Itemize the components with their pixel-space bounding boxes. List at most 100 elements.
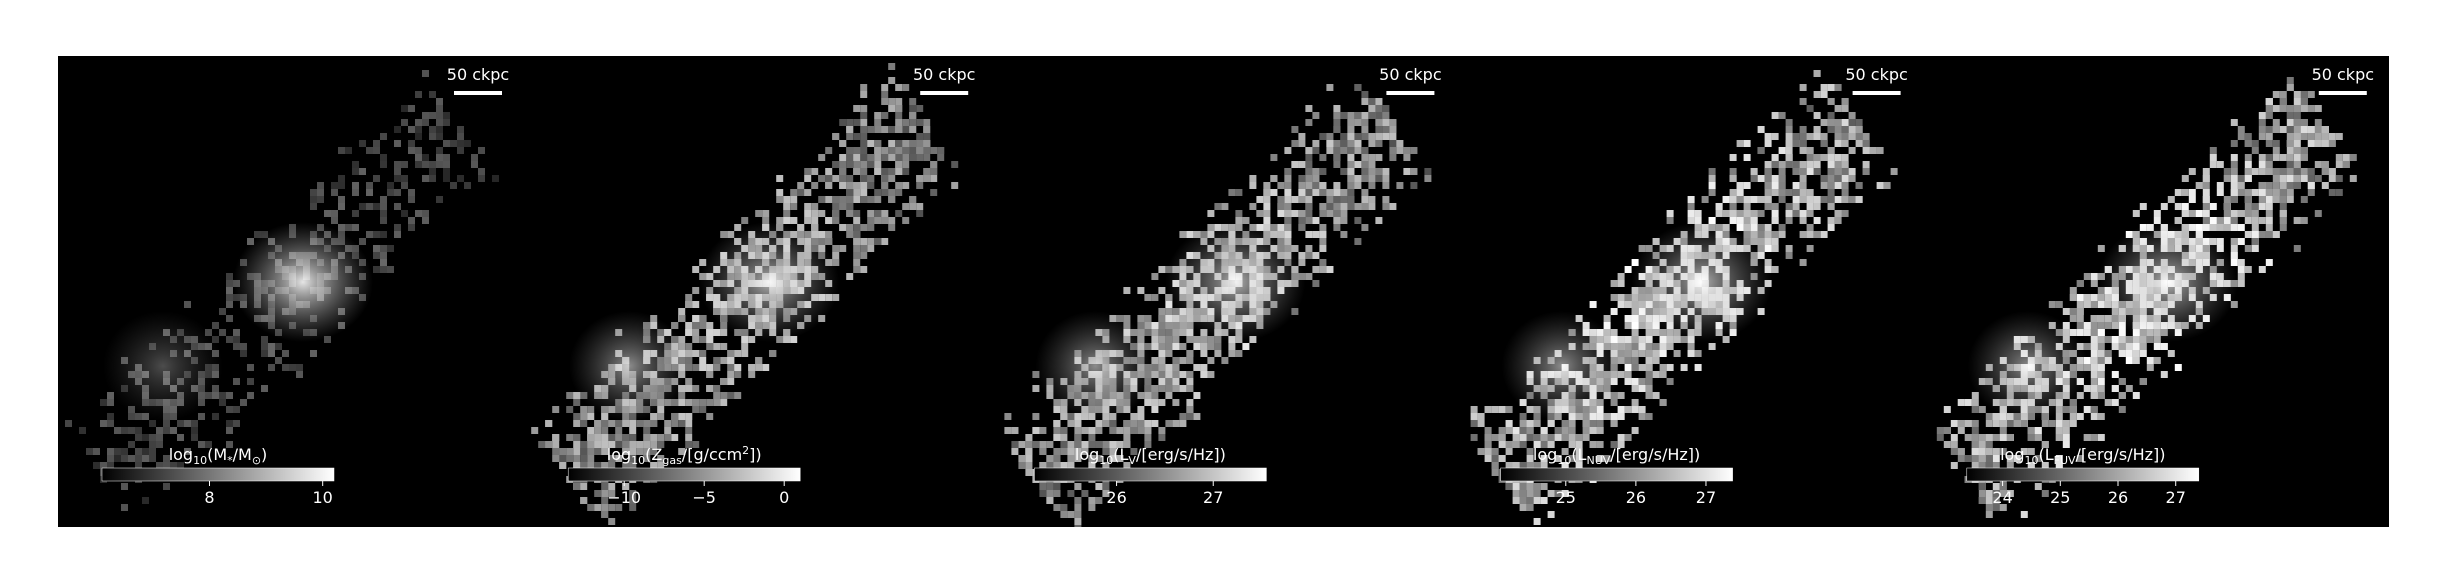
pixel (2049, 420, 2056, 427)
pixel (1730, 196, 1737, 203)
pixel (2063, 434, 2070, 441)
pixel (2147, 364, 2154, 371)
pixel (1158, 287, 1165, 294)
pixel (860, 161, 867, 168)
pixel (1842, 133, 1849, 140)
pixel (1193, 336, 1200, 343)
pixel (1158, 336, 1165, 343)
pixel (916, 203, 923, 210)
pixel (2133, 392, 2140, 399)
pixel (142, 455, 149, 462)
pixel (1653, 329, 1660, 336)
pixel (1025, 448, 1032, 455)
pixel (1786, 126, 1793, 133)
pixel (860, 266, 867, 273)
pixel (2238, 189, 2245, 196)
pixel (1186, 350, 1193, 357)
pixel (1172, 371, 1179, 378)
pixel (1807, 154, 1814, 161)
pixel (650, 420, 657, 427)
pixel (846, 224, 853, 231)
pixel (471, 161, 478, 168)
pixel (2098, 245, 2105, 252)
colorbar-tick-label: 25 (1556, 488, 1576, 507)
pixel (177, 434, 184, 441)
pixel (394, 168, 401, 175)
pixel (1382, 196, 1389, 203)
pixel (2056, 301, 2063, 308)
pixel (1555, 427, 1562, 434)
pixel (1123, 434, 1130, 441)
pixel (867, 161, 874, 168)
pixel (804, 203, 811, 210)
pixel (2308, 140, 2315, 147)
label-part: (M (207, 445, 227, 464)
pixel (1541, 497, 1548, 504)
pixel (825, 175, 832, 182)
pixel (811, 168, 818, 175)
pixel (310, 189, 317, 196)
pixel (1786, 154, 1793, 161)
pixel (1214, 343, 1221, 350)
pixel (685, 301, 692, 308)
pixel (1944, 406, 1951, 413)
pixel (580, 413, 587, 420)
pixel (1993, 448, 2000, 455)
pixel (1326, 84, 1333, 91)
pixel (2112, 336, 2119, 343)
pixel (692, 287, 699, 294)
pixel (2238, 182, 2245, 189)
pixel (1158, 343, 1165, 350)
pixel (2091, 301, 2098, 308)
pixel (1333, 210, 1340, 217)
pixel (2287, 196, 2294, 203)
pixel (685, 322, 692, 329)
pixel (1347, 196, 1354, 203)
pixel (429, 112, 436, 119)
pixel (1382, 182, 1389, 189)
pixel (2154, 357, 2161, 364)
pixel (1625, 350, 1632, 357)
pixel (1186, 406, 1193, 413)
pixel (2329, 175, 2336, 182)
pixel (713, 399, 720, 406)
pixel (1298, 133, 1305, 140)
pixel (2252, 245, 2259, 252)
pixel (566, 448, 573, 455)
pixel (923, 168, 930, 175)
pixel (1053, 420, 1060, 427)
pixel (1695, 350, 1702, 357)
pixel (2308, 175, 2315, 182)
pixel (1807, 203, 1814, 210)
pixel (1067, 441, 1074, 448)
pixel (608, 420, 615, 427)
pixel (1632, 315, 1639, 322)
pixel (895, 168, 902, 175)
pixel (2266, 203, 2273, 210)
pixel (2322, 133, 2329, 140)
pixel (888, 196, 895, 203)
pixel (874, 168, 881, 175)
pixel (1151, 343, 1158, 350)
pixel (352, 224, 359, 231)
pixel (1270, 154, 1277, 161)
pixel (1172, 378, 1179, 385)
pixel (874, 196, 881, 203)
pixel (212, 322, 219, 329)
pixel (1060, 448, 1067, 455)
pixel (191, 434, 198, 441)
pixel (1688, 203, 1695, 210)
pixel (706, 364, 713, 371)
pixel (902, 154, 909, 161)
pixel (1319, 189, 1326, 196)
pixel (846, 175, 853, 182)
pixel (1667, 378, 1674, 385)
pixel (2161, 343, 2168, 350)
pixel (2245, 189, 2252, 196)
pixel (1389, 126, 1396, 133)
pixel (1972, 420, 1979, 427)
pixel (1786, 245, 1793, 252)
pixel (1863, 168, 1870, 175)
pixel (1053, 455, 1060, 462)
pixel (1779, 161, 1786, 168)
